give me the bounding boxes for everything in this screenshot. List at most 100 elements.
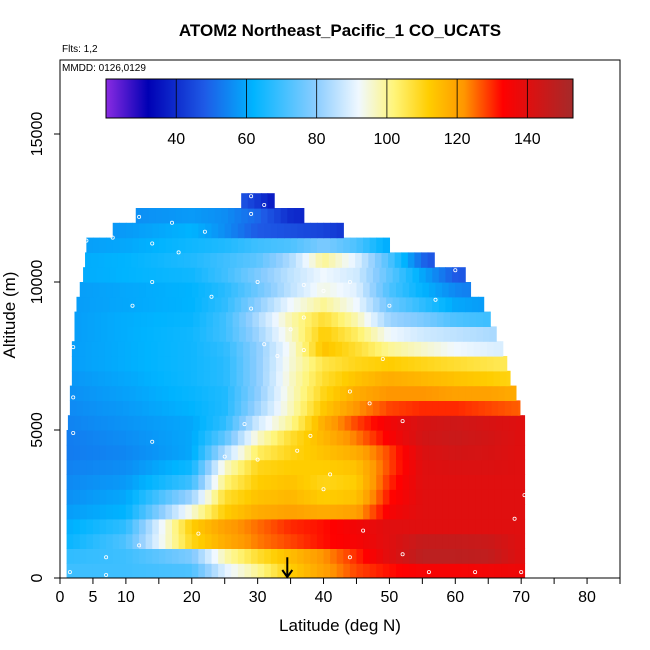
heatmap-cell <box>414 370 422 387</box>
heatmap-cell <box>376 474 384 490</box>
heatmap-cell <box>363 563 371 578</box>
heatmap-cell <box>450 415 458 431</box>
heatmap-cell <box>132 489 140 505</box>
heatmap-cell <box>83 385 91 401</box>
heatmap-cell <box>262 370 271 387</box>
heatmap-cell <box>468 444 476 461</box>
heatmap-cell <box>432 400 440 416</box>
heatmap-cell <box>322 341 330 357</box>
heatmap-cell <box>324 311 333 327</box>
heatmap-cell <box>388 356 396 372</box>
heatmap-cell <box>231 474 239 490</box>
heatmap-cell <box>405 267 414 283</box>
heatmap-cell <box>73 489 81 505</box>
heatmap-cell <box>356 444 364 461</box>
heatmap-cell <box>172 459 180 475</box>
heatmap-cell <box>221 400 229 416</box>
heatmap-cell <box>298 311 306 327</box>
heatmap-cell <box>132 474 140 490</box>
heatmap-cell <box>392 296 400 313</box>
heatmap-cell <box>428 430 437 446</box>
heatmap-cell <box>125 282 134 298</box>
heatmap-cell <box>264 533 272 549</box>
heatmap-cell <box>83 296 91 313</box>
heatmap-cell <box>412 400 420 416</box>
heatmap-cell <box>172 548 180 564</box>
heatmap-cell <box>152 430 160 446</box>
heatmap-cell <box>155 400 163 416</box>
heatmap-cell <box>399 400 407 416</box>
heatmap-cell <box>150 341 159 357</box>
heatmap-cell <box>422 444 430 461</box>
heatmap-cell <box>218 444 226 461</box>
heatmap-cell <box>258 326 267 342</box>
heatmap-cell <box>162 267 170 283</box>
heatmap-cell <box>78 356 86 372</box>
heatmap-cell <box>313 400 321 416</box>
heatmap-cell <box>430 311 438 327</box>
heatmap-cell <box>96 400 104 416</box>
heatmap-cell <box>119 563 127 578</box>
heatmap-cell <box>376 489 384 505</box>
heatmap-cell <box>402 459 410 475</box>
heatmap-cell <box>303 237 311 253</box>
heatmap-cell <box>112 518 120 535</box>
heatmap-cell <box>86 444 94 461</box>
heatmap-cell <box>264 563 272 578</box>
heatmap-cell <box>277 222 285 239</box>
heatmap-cell <box>458 400 466 416</box>
heatmap-cell <box>295 341 304 357</box>
heatmap-cell <box>229 356 238 372</box>
heatmap-cell <box>86 430 94 446</box>
heatmap-cell <box>310 459 318 475</box>
heatmap-cell <box>348 370 356 387</box>
heatmap-cell <box>145 548 153 564</box>
heatmap-cell <box>489 326 497 342</box>
heatmap-cell <box>148 400 157 416</box>
heatmap-cell <box>142 400 150 416</box>
heatmap-cell <box>369 444 377 461</box>
flights-subtitle: Flts: 1,2 <box>62 44 98 55</box>
heatmap-cell <box>224 282 232 298</box>
heatmap-cell <box>456 326 464 342</box>
heatmap-cell <box>178 533 186 549</box>
heatmap-cell <box>498 385 506 401</box>
heatmap-cell <box>119 444 127 461</box>
heatmap-cell <box>204 222 213 239</box>
heatmap-cell <box>409 474 417 490</box>
sample-point <box>275 353 280 358</box>
sample-point <box>473 570 478 575</box>
heatmap-cell <box>224 222 232 239</box>
heatmap-cell <box>401 341 409 357</box>
heatmap-cell <box>137 252 145 268</box>
heatmap-cell <box>508 459 516 475</box>
heatmap-cell <box>73 518 81 535</box>
heatmap-cell <box>79 563 87 578</box>
heatmap-cell <box>86 548 94 564</box>
heatmap-cell <box>188 400 196 416</box>
heatmap-cell <box>244 518 252 535</box>
heatmap-cell <box>389 548 397 564</box>
heatmap-cell <box>389 474 397 490</box>
heatmap-cell <box>403 415 412 431</box>
heatmap-cell <box>117 356 126 372</box>
heatmap-cell <box>197 341 205 357</box>
heatmap-cell <box>415 548 423 564</box>
heatmap-cell <box>500 370 508 387</box>
heatmap-cell <box>131 370 139 387</box>
heatmap-cell <box>396 533 404 549</box>
heatmap-cell <box>99 282 107 298</box>
heatmap-cell <box>152 533 160 549</box>
heatmap-cell <box>277 237 285 253</box>
heatmap-cell <box>481 430 489 446</box>
sample-point <box>262 202 267 207</box>
heatmap-cell <box>450 311 458 327</box>
heatmap-cell <box>452 267 460 283</box>
heatmap-cell <box>417 311 425 327</box>
heatmap-cell <box>468 548 476 564</box>
heatmap-cell <box>152 222 160 239</box>
heatmap-cell <box>201 296 209 313</box>
heatmap-cell <box>228 385 236 401</box>
x-tick-label: 80 <box>578 589 596 606</box>
dates-subtitle: MMDD: 0126,0129 <box>62 63 146 74</box>
